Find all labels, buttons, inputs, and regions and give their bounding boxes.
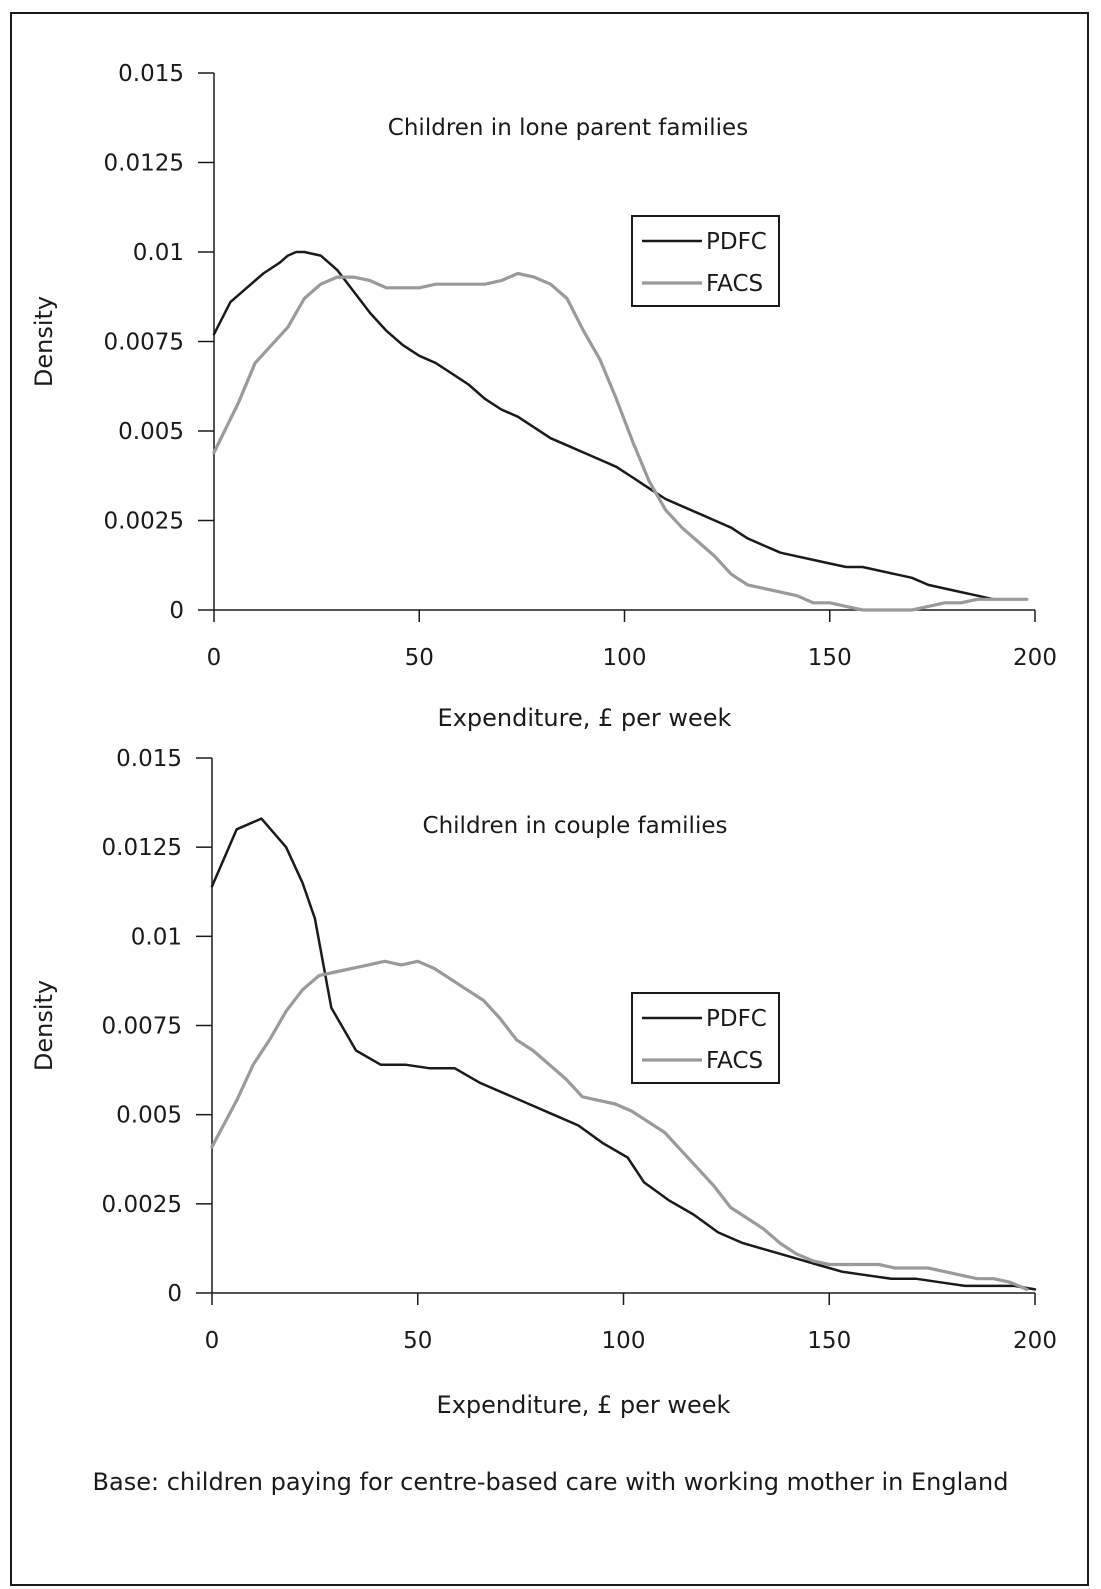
panel1-x-tick-label: 100 [603,645,647,671]
panel1-series-line-facs [212,271,1029,612]
panel2-legend-label-pdfc: PDFC [706,1006,767,1032]
panel1-x-tick-label: 50 [405,645,434,671]
panel2-y-tick-label: 0.005 [116,1103,182,1129]
panel1-x-tick-label: 200 [1013,645,1057,671]
panel2-x-axis-title: Expenditure, £ per week [437,1391,731,1419]
panel1-y-tick-label: 0.0025 [104,509,184,535]
panel1-y-axis-title: Density [30,296,58,387]
panel2-series-line-facs [210,959,1029,1291]
panel2-y-tick-label: 0 [167,1281,182,1307]
panel1-y-tick-label: 0.01 [133,240,184,266]
panel1-legend-label-facs: FACS [706,271,763,297]
panel2-legend-label-facs: FACS [706,1048,763,1074]
panel1-chart-title: Children in lone parent families [388,115,748,141]
panel1-y-tick-label: 0 [169,598,184,624]
panel2-y-tick-label: 0.0125 [102,835,182,861]
panel2-x-tick-label: 0 [205,1328,220,1354]
panel2-x-tick-label: 200 [1013,1328,1057,1354]
panel1-y-tick-label: 0.0075 [104,330,184,356]
panel2-y-tick-label: 0.01 [131,924,182,950]
panel2-legend-box [631,992,780,1084]
panel1-legend-label-pdfc: PDFC [706,229,767,255]
panel2-x-tick-label: 50 [403,1328,432,1354]
panel2-y-tick-label: 0.0075 [102,1014,182,1040]
figure-frame [10,12,1089,1586]
panel1-x-tick-label: 150 [808,645,852,671]
panel2-series-line-pdfc [210,817,1037,1291]
panel1-y-tick-label: 0.015 [118,61,184,87]
panel1-legend-box [631,215,780,307]
panel2-chart-title: Children in couple families [423,813,728,839]
panel2-y-tick-label: 0.015 [116,746,182,772]
panel1-y-tick-label: 0.005 [118,419,184,445]
panel2-x-tick-label: 100 [602,1328,646,1354]
panel1-series-line-pdfc [212,250,996,601]
base-footnote: Base: children paying for centre-based c… [92,1468,1009,1496]
panel1-x-tick-label: 0 [207,645,222,671]
panel2-y-axis-title: Density [30,980,58,1071]
panel2-x-tick-label: 150 [807,1328,851,1354]
panel1-x-axis-title: Expenditure, £ per week [438,704,732,732]
panel2-y-tick-label: 0.0025 [102,1192,182,1218]
panel1-y-tick-label: 0.0125 [104,151,184,177]
